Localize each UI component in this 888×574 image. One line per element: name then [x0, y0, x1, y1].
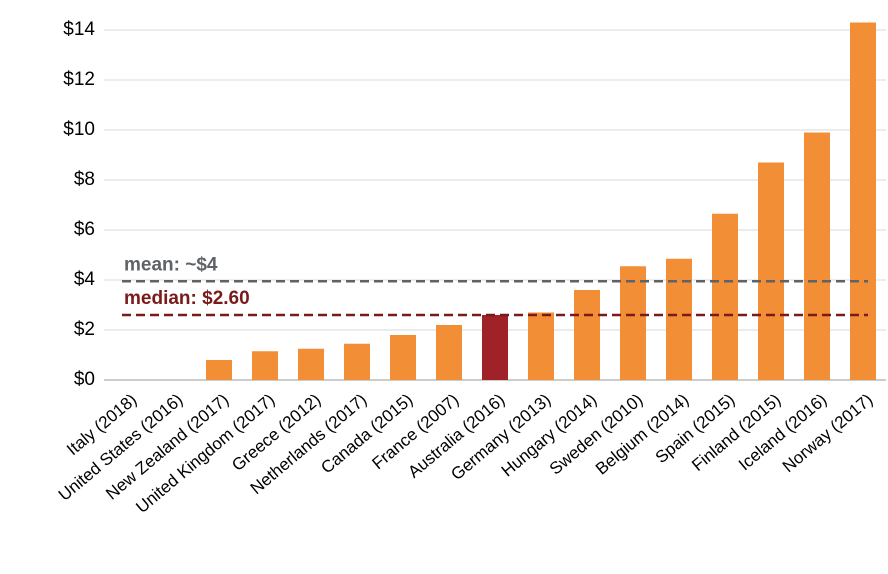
reference-label: mean: ~$4 — [124, 254, 218, 275]
bar — [574, 290, 600, 380]
bar — [206, 360, 232, 380]
y-tick-label: $12 — [63, 69, 95, 90]
bar — [758, 162, 784, 380]
bar — [436, 325, 462, 380]
reference-label: median: $2.60 — [124, 288, 250, 309]
y-tick-label: $10 — [63, 119, 95, 140]
bar — [528, 312, 554, 380]
bar — [482, 315, 508, 380]
y-tick-label: $14 — [63, 19, 95, 40]
bar — [620, 266, 646, 380]
bar — [712, 213, 738, 380]
bar — [850, 22, 876, 380]
bar — [804, 132, 830, 380]
bar — [298, 348, 324, 380]
y-tick-label: $4 — [74, 269, 96, 290]
bar — [390, 335, 416, 380]
y-tick-label: $0 — [74, 369, 95, 390]
bar — [344, 343, 370, 380]
bar — [666, 258, 692, 380]
y-tick-label: $6 — [74, 219, 95, 240]
bar — [252, 351, 278, 380]
y-tick-label: $8 — [74, 169, 95, 190]
y-tick-label: $2 — [74, 319, 95, 340]
